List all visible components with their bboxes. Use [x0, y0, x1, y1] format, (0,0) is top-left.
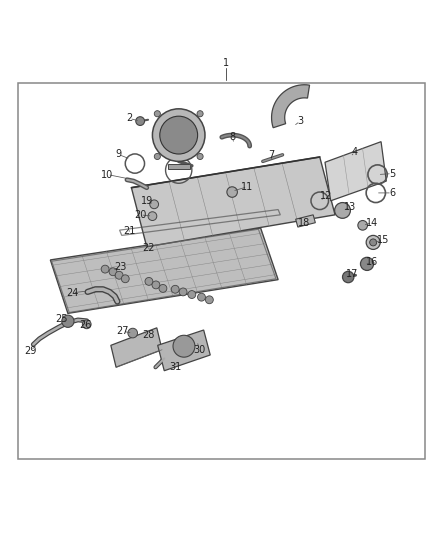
- Text: 8: 8: [229, 132, 235, 142]
- Text: 19: 19: [141, 196, 153, 206]
- Circle shape: [128, 328, 138, 338]
- Polygon shape: [272, 85, 310, 128]
- Text: 6: 6: [389, 188, 395, 198]
- Circle shape: [198, 293, 205, 301]
- Circle shape: [62, 315, 74, 327]
- Circle shape: [154, 111, 160, 117]
- Text: 12: 12: [320, 191, 332, 201]
- Text: 22: 22: [143, 243, 155, 253]
- Circle shape: [152, 281, 160, 289]
- Text: 14: 14: [366, 217, 378, 228]
- Circle shape: [171, 285, 179, 293]
- Circle shape: [227, 187, 237, 197]
- Circle shape: [188, 290, 196, 298]
- Text: 28: 28: [142, 330, 154, 340]
- Circle shape: [358, 221, 367, 230]
- Text: 25: 25: [55, 314, 67, 324]
- Circle shape: [370, 239, 377, 246]
- Circle shape: [173, 335, 195, 357]
- Circle shape: [197, 154, 203, 159]
- Text: 29: 29: [25, 345, 37, 356]
- Circle shape: [205, 296, 213, 304]
- Polygon shape: [325, 142, 386, 201]
- Circle shape: [335, 203, 350, 219]
- Text: 31: 31: [169, 362, 181, 372]
- Text: 17: 17: [346, 269, 359, 279]
- Text: 20: 20: [134, 210, 146, 220]
- Text: 30: 30: [193, 345, 205, 355]
- Circle shape: [115, 271, 123, 279]
- Polygon shape: [50, 228, 278, 313]
- Circle shape: [159, 285, 167, 292]
- Circle shape: [145, 278, 153, 285]
- Text: 5: 5: [389, 168, 395, 179]
- Text: 10: 10: [101, 169, 113, 180]
- Circle shape: [343, 271, 354, 282]
- Text: 7: 7: [268, 150, 275, 160]
- Text: 27: 27: [117, 326, 129, 336]
- Circle shape: [136, 117, 145, 125]
- Text: 21: 21: [123, 225, 135, 236]
- Text: 13: 13: [344, 203, 357, 212]
- Text: 26: 26: [79, 320, 92, 330]
- Text: 15: 15: [377, 235, 389, 245]
- Text: 11: 11: [241, 182, 254, 192]
- Circle shape: [148, 212, 157, 221]
- Circle shape: [197, 111, 203, 117]
- Circle shape: [360, 257, 374, 270]
- Circle shape: [121, 275, 129, 282]
- Circle shape: [179, 288, 187, 296]
- Text: 1: 1: [223, 58, 229, 68]
- Polygon shape: [296, 215, 315, 227]
- Polygon shape: [158, 330, 210, 371]
- Text: 16: 16: [366, 257, 378, 267]
- Text: 3: 3: [297, 116, 303, 126]
- Polygon shape: [111, 328, 162, 367]
- Circle shape: [366, 236, 380, 249]
- Circle shape: [101, 265, 109, 273]
- Circle shape: [154, 154, 160, 159]
- Text: 9: 9: [115, 149, 121, 159]
- Text: 4: 4: [352, 147, 358, 157]
- Circle shape: [150, 200, 159, 209]
- Circle shape: [160, 116, 198, 154]
- Circle shape: [109, 268, 117, 276]
- Circle shape: [152, 109, 205, 161]
- Polygon shape: [168, 164, 190, 169]
- Text: 2: 2: [126, 114, 132, 124]
- Text: 23: 23: [114, 262, 127, 272]
- Circle shape: [82, 320, 91, 329]
- Polygon shape: [131, 157, 335, 247]
- Text: 24: 24: [66, 288, 78, 298]
- Bar: [18, 83, 425, 459]
- Text: 18: 18: [298, 217, 311, 228]
